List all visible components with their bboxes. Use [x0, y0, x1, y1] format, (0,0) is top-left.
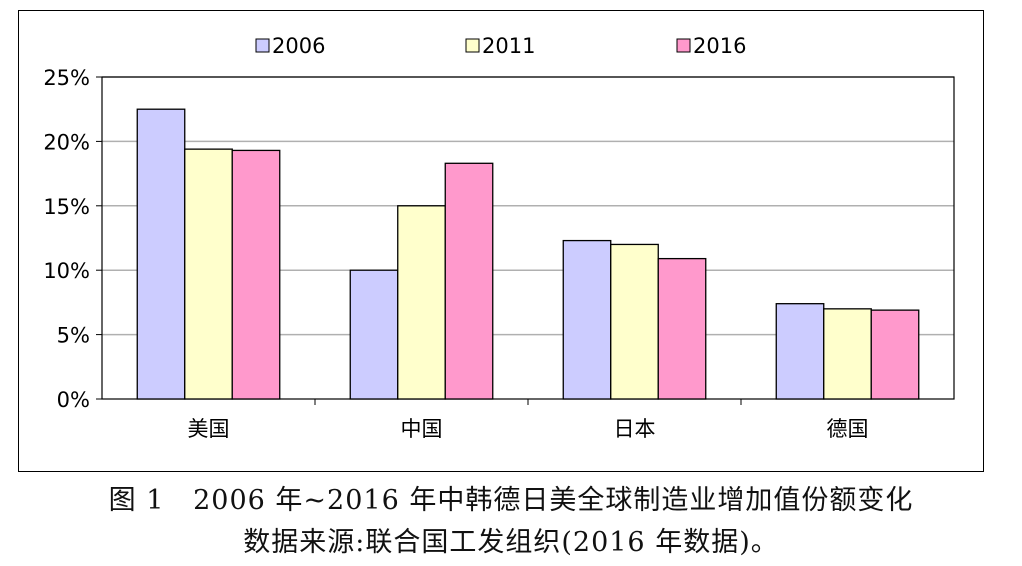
y-tick-label: 10% — [43, 259, 90, 283]
data-source-note: 数据来源:联合国工发组织(2016 年数据)。 — [243, 527, 779, 558]
legend-swatch-2011 — [465, 38, 480, 53]
bar-2011-1 — [184, 148, 233, 400]
legend-label-2006: 2006 — [272, 34, 325, 58]
legend-swatch-2016 — [676, 38, 691, 53]
y-tick-label: 25% — [43, 66, 90, 90]
y-tick-label: 15% — [43, 195, 90, 219]
bar-2011-2 — [397, 205, 446, 400]
bar-2016-4 — [870, 309, 920, 400]
bar-2006-2 — [349, 269, 399, 400]
x-category-label: 日本 — [614, 417, 656, 441]
bar-2016-1 — [231, 149, 281, 400]
x-category-label: 中国 — [401, 417, 443, 441]
y-tick-label: 20% — [43, 130, 90, 154]
bar-2006-3 — [562, 239, 612, 400]
bar-2016-3 — [657, 257, 707, 400]
x-category-label: 美国 — [188, 417, 230, 441]
legend-label-2011: 2011 — [482, 34, 535, 58]
bar-chart: 0% 5% 10% 15% 20% 25% 美国 中国 日本 德国 2006 2011 2016 — [43, 34, 955, 441]
legend-label-2016: 2016 — [693, 34, 746, 58]
y-tick-label: 0% — [57, 388, 90, 412]
bar-2006-1 — [136, 108, 186, 400]
figure-caption: 图 1 2006 年~2016 年中韩德日美全球制造业增加值份额变化 — [108, 485, 914, 516]
bar-2016-2 — [444, 162, 494, 400]
bar-2011-4 — [823, 308, 872, 400]
x-category-label: 德国 — [827, 417, 869, 441]
bar-2006-4 — [775, 303, 825, 400]
bar-2011-3 — [610, 243, 659, 400]
legend-swatch-2006 — [255, 38, 270, 53]
y-tick-label: 5% — [57, 324, 90, 348]
